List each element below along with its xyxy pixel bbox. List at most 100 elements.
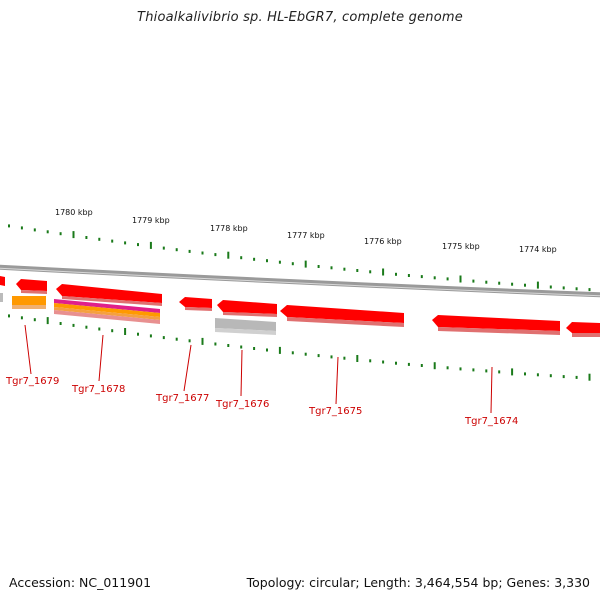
upper-minor-tick	[588, 288, 591, 292]
lower-minor-tick	[485, 369, 488, 373]
genome-title: Thioalkalivibrio sp. HL-EbGR7, complete …	[137, 10, 463, 25]
gene-arrow-1677-shadow	[185, 307, 212, 311]
lower-minor-tick	[304, 352, 307, 356]
upper-minor-tick	[8, 224, 10, 228]
upper-minor-tick	[407, 274, 410, 277]
gene-label-1675[interactable]: Tgr7_1675	[308, 406, 362, 417]
genome-backbone	[0, 264, 600, 298]
gene-label-1677[interactable]: Tgr7_1677	[155, 393, 209, 404]
gene-arrow-1675[interactable]	[280, 305, 404, 323]
lower-minor-tick	[175, 337, 178, 341]
lower-major-tick	[278, 346, 281, 354]
gene-label-1674[interactable]: Tgr7_1674	[464, 416, 518, 427]
upper-major-tick	[382, 268, 385, 276]
upper-major-tick	[304, 260, 307, 268]
upper-major-tick	[72, 231, 75, 239]
gene-arrow-partial-left[interactable]	[0, 276, 5, 286]
upper-minor-tick	[124, 241, 127, 245]
upper-major-tick	[459, 275, 462, 283]
gray-feature-1676[interactable]	[215, 318, 276, 331]
lower-minor-tick	[253, 347, 256, 350]
upper-minor-tick	[33, 228, 36, 232]
scale-label-1774: 1774 kbp	[519, 245, 557, 254]
gene-label-1679[interactable]: Tgr7_1679	[5, 376, 59, 387]
gray-feature-1676-shadow	[215, 328, 276, 335]
upper-minor-tick	[472, 279, 475, 283]
lower-minor-tick	[137, 332, 139, 336]
scale-label-1777: 1777 kbp	[287, 231, 325, 240]
gene-label-1678[interactable]: Tgr7_1678	[71, 384, 125, 395]
upper-minor-tick	[498, 281, 501, 285]
gene-arrow-1675-shadow	[287, 317, 404, 327]
pink-stripe-feature	[54, 310, 160, 324]
upper-minor-tick	[175, 248, 178, 252]
upper-minor-tick	[201, 251, 204, 255]
genome-backbone-highlight	[0, 267, 600, 297]
upper-minor-tick	[137, 243, 139, 247]
gene-arrow-1679-shadow	[21, 290, 47, 294]
lower-tick-row	[8, 314, 591, 381]
gene-arrow-1678[interactable]	[56, 284, 162, 303]
scale-label-1778: 1778 kbp	[210, 224, 248, 233]
lower-minor-tick	[369, 359, 372, 363]
scale-label-1779: 1779 kbp	[132, 216, 170, 225]
lower-minor-tick	[33, 318, 36, 322]
upper-minor-tick	[433, 276, 436, 280]
lower-minor-tick	[8, 314, 10, 318]
upper-minor-tick	[511, 282, 514, 286]
upper-minor-tick	[369, 270, 372, 274]
magenta-feature[interactable]	[54, 299, 160, 313]
orange-stripe-feature-2[interactable]	[54, 307, 160, 320]
lower-minor-tick	[85, 325, 88, 329]
upper-minor-tick	[46, 230, 49, 234]
lower-minor-tick	[407, 362, 410, 366]
upper-minor-tick	[575, 287, 578, 291]
gene-arrow-1677[interactable]	[179, 297, 212, 308]
upper-minor-tick	[420, 275, 423, 279]
gene-features	[0, 276, 600, 337]
gene-arrow-1676-red[interactable]	[217, 300, 277, 314]
orange-stripe-feature[interactable]	[54, 303, 160, 317]
gene-arrow-1674[interactable]	[432, 315, 560, 331]
orange-feature[interactable]	[12, 296, 46, 305]
lower-minor-tick	[575, 375, 578, 379]
gray-feature-partial[interactable]	[0, 293, 3, 302]
upper-major-tick	[227, 251, 230, 259]
upper-minor-tick	[240, 256, 243, 260]
upper-minor-tick	[549, 285, 552, 289]
upper-minor-tick	[20, 226, 23, 230]
gene-arrow-1674-shadow	[438, 327, 560, 335]
upper-minor-tick	[317, 265, 320, 268]
lower-minor-tick	[498, 370, 501, 374]
gene-arrow-1679[interactable]	[16, 279, 47, 291]
lower-minor-tick	[72, 323, 75, 327]
upper-minor-tick	[188, 249, 191, 253]
upper-minor-tick	[111, 239, 114, 243]
lower-minor-tick	[240, 345, 243, 349]
lower-minor-tick	[382, 360, 385, 364]
lower-minor-tick	[317, 354, 320, 358]
lower-minor-tick	[214, 342, 217, 346]
lower-minor-tick	[98, 327, 101, 331]
lower-minor-tick	[536, 373, 539, 377]
gene-arrow-partial-right[interactable]	[566, 322, 600, 333]
lower-major-tick	[588, 373, 591, 381]
lower-minor-tick	[562, 375, 565, 379]
lower-minor-tick	[149, 334, 152, 338]
upper-minor-tick	[524, 283, 526, 287]
upper-minor-tick	[291, 262, 294, 266]
lower-minor-tick	[395, 361, 397, 365]
gene-label-1676[interactable]: Tgr7_1676	[215, 399, 269, 410]
upper-minor-tick	[356, 269, 359, 272]
lower-minor-tick	[549, 374, 552, 378]
lower-minor-tick	[20, 316, 23, 320]
upper-minor-tick	[59, 232, 62, 236]
accession-text: Accession: NC_011901	[9, 575, 152, 590]
gene-arrow-1676-red-shadow	[223, 312, 277, 317]
lower-minor-tick	[59, 322, 62, 325]
upper-minor-tick	[343, 267, 346, 271]
scale-label-1776: 1776 kbp	[364, 237, 402, 246]
upper-minor-tick	[278, 260, 281, 264]
lower-minor-tick	[446, 366, 449, 370]
upper-major-tick	[536, 281, 539, 289]
